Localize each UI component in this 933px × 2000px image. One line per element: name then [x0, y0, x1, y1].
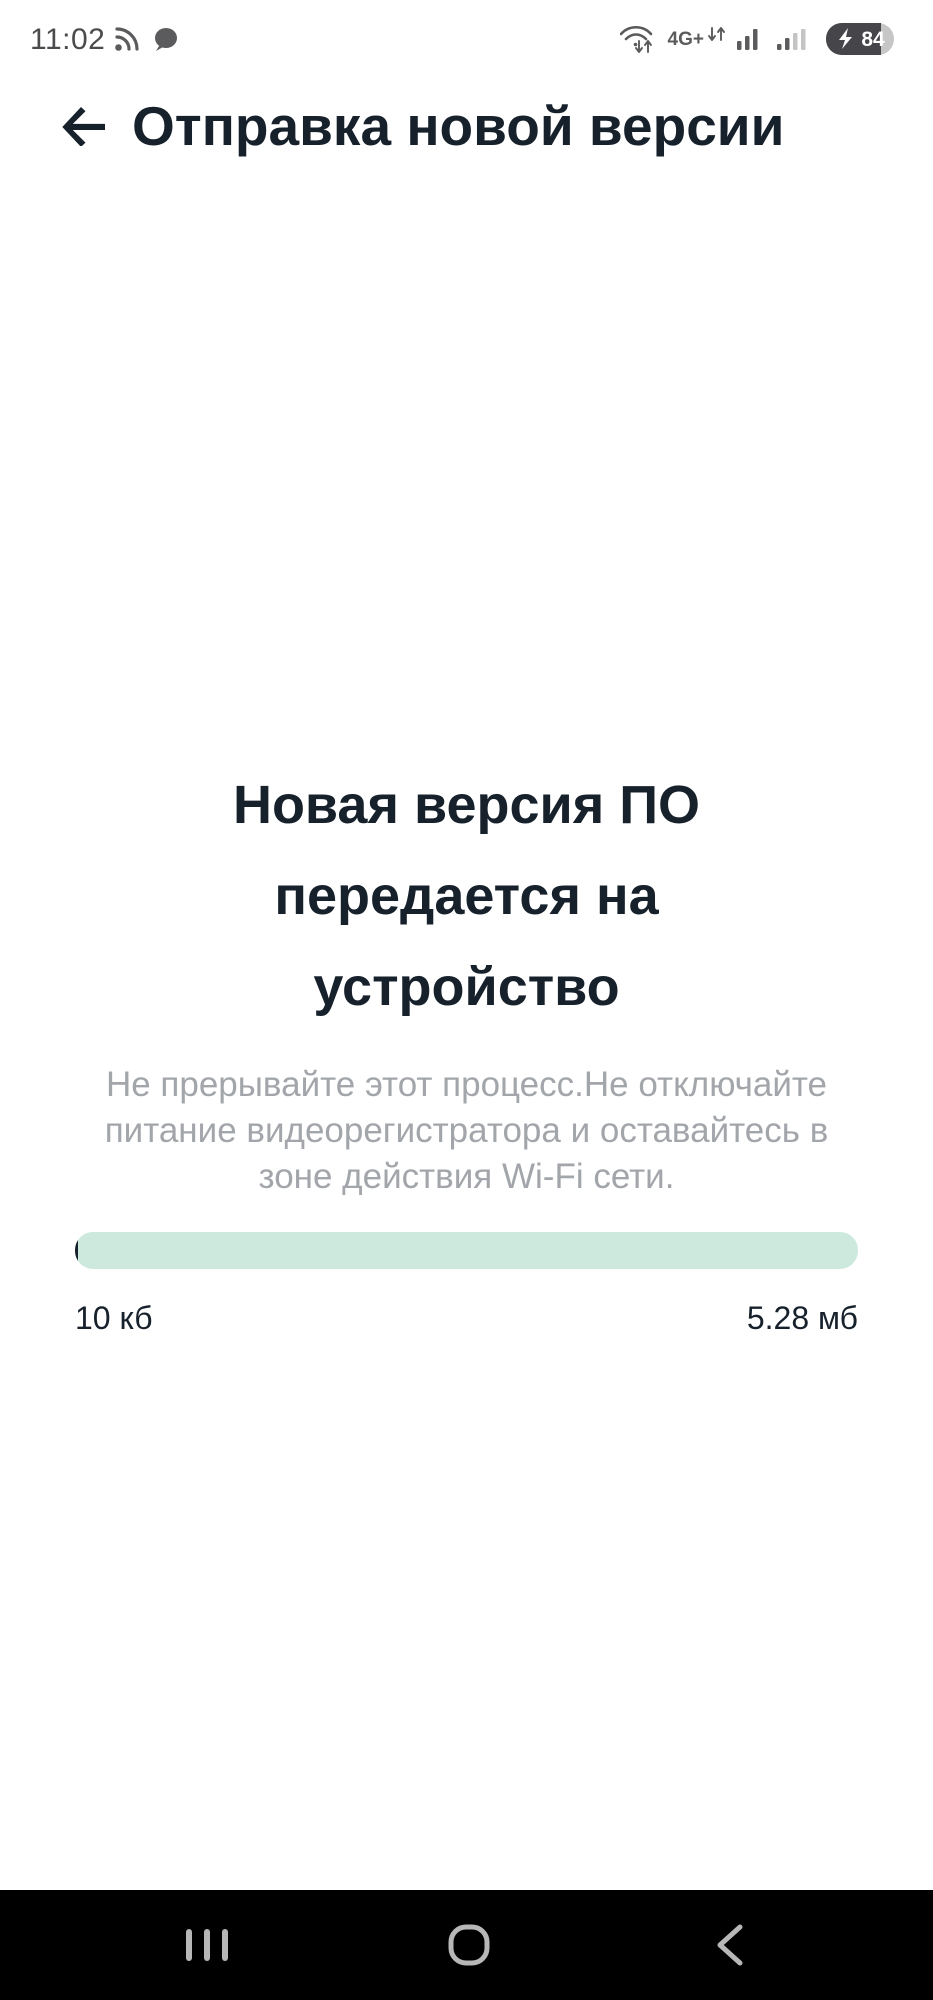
svg-text:84: 84: [861, 28, 885, 51]
